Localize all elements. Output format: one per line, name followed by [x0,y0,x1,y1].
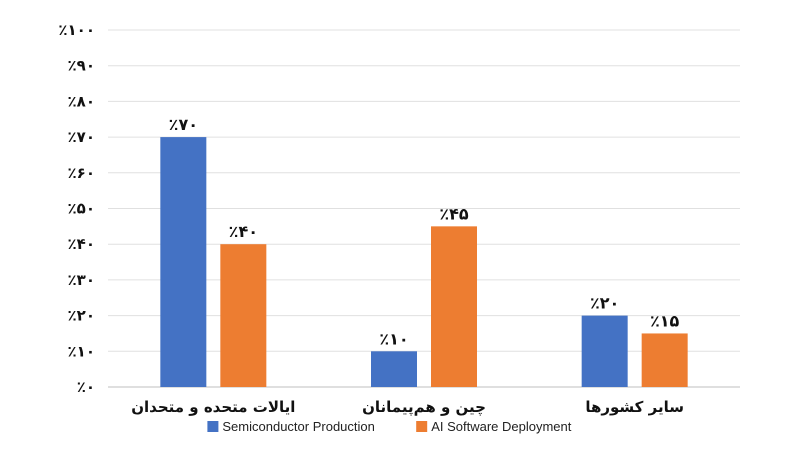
category-label: سایر کشورها [585,398,684,416]
y-tick-label: ٪۴۰ [68,235,95,253]
legend-swatch [207,421,219,432]
y-tick-label: ٪۸۰ [68,92,95,110]
bar-semiconductor-1 [371,351,417,387]
y-tick-label: ٪۲۰ [68,307,95,325]
legend-swatch [416,421,428,432]
data-label: ٪۱۰ [379,329,408,348]
y-tick-label: ٪۵۰ [68,200,95,218]
y-tick-label: ٪۹۰ [68,57,95,75]
data-label: ٪۴۰ [229,222,258,241]
bar-ai-software-1 [431,226,477,387]
legend-label: AI Software Deployment [431,419,572,434]
y-tick-label: ٪۱۰ [68,342,95,360]
bar-semiconductor-0 [160,137,207,387]
y-tick-label: ٪۷۰ [68,128,95,146]
category-label: چین و هم‌پیمانان [362,398,486,417]
legend-label: Semiconductor Production [222,419,374,434]
data-label: ٪۱۵ [650,311,680,330]
y-tick-label: ٪۳۰ [68,271,95,289]
data-label: ٪۲۰ [590,294,619,313]
bar-semiconductor-2 [581,315,628,387]
category-label: ایالات متحده و متحدان [131,398,295,416]
y-tick-label: ٪۶۰ [68,164,95,182]
bar-ai-software-2 [641,333,688,387]
data-label: ٪۷۰ [169,115,198,134]
bar-ai-software-0 [220,244,267,387]
y-tick-label: ٪۱۰۰ [58,21,95,39]
data-label: ٪۴۵ [439,204,469,223]
y-tick-label: ٪۰ [77,378,95,396]
